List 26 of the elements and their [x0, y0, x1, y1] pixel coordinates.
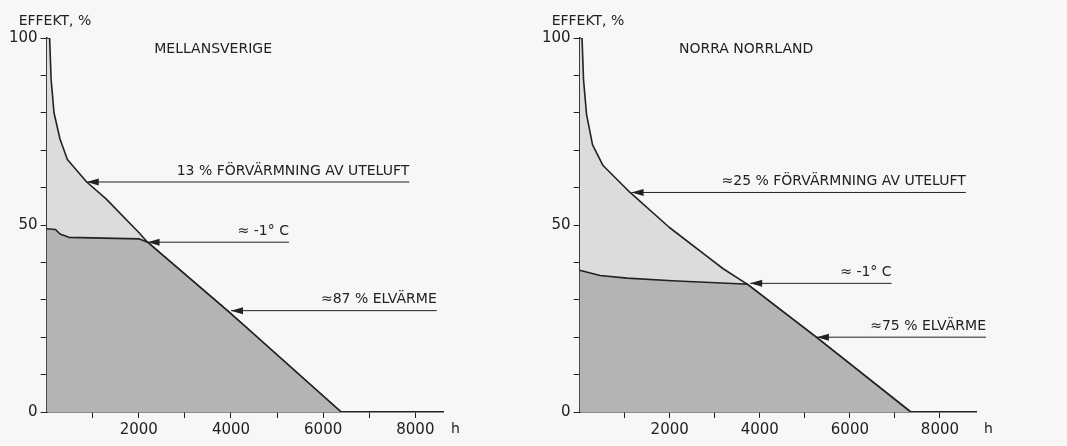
chart-title: MELLANSVERIGE: [154, 39, 272, 56]
annotation: ≈87 % ELVÄRME: [320, 289, 437, 307]
chart-title: NORRA NORRLAND: [678, 39, 814, 56]
y-tick-label: 100: [8, 27, 38, 46]
y-axis-title: EFFEKT, %: [18, 11, 92, 28]
y-tick-label: 0: [28, 401, 38, 420]
annotation: ≈25 % FÖRVÄRMNING AV UTELUFT: [721, 171, 967, 189]
x-tick-label: 6000: [304, 419, 343, 438]
annotation: ≈75 % ELVÄRME: [870, 315, 986, 333]
x-tick-label: 6000: [830, 419, 869, 438]
y-axis-title: EFFEKT, %: [551, 11, 625, 28]
x-axis-title: h: [451, 419, 460, 436]
x-tick-label: 8000: [396, 419, 435, 438]
y-tick-label: 50: [18, 214, 38, 233]
x-tick-label: 2000: [119, 419, 158, 438]
x-axis-title: h: [984, 419, 993, 436]
annotation: 13 % FÖRVÄRMNING AV UTELUFT: [176, 160, 410, 178]
y-tick-label: 0: [561, 401, 571, 420]
y-tick-label: 100: [541, 27, 571, 46]
x-tick-label: 8000: [920, 419, 960, 438]
y-tick-label: 50: [551, 214, 571, 233]
x-tick-label: 2000: [650, 419, 689, 438]
x-tick-label: 4000: [211, 419, 251, 438]
annotation: ≈ -1° C: [840, 262, 892, 279]
x-tick-label: 4000: [740, 419, 779, 438]
annotation: ≈ -1° C: [237, 221, 290, 238]
